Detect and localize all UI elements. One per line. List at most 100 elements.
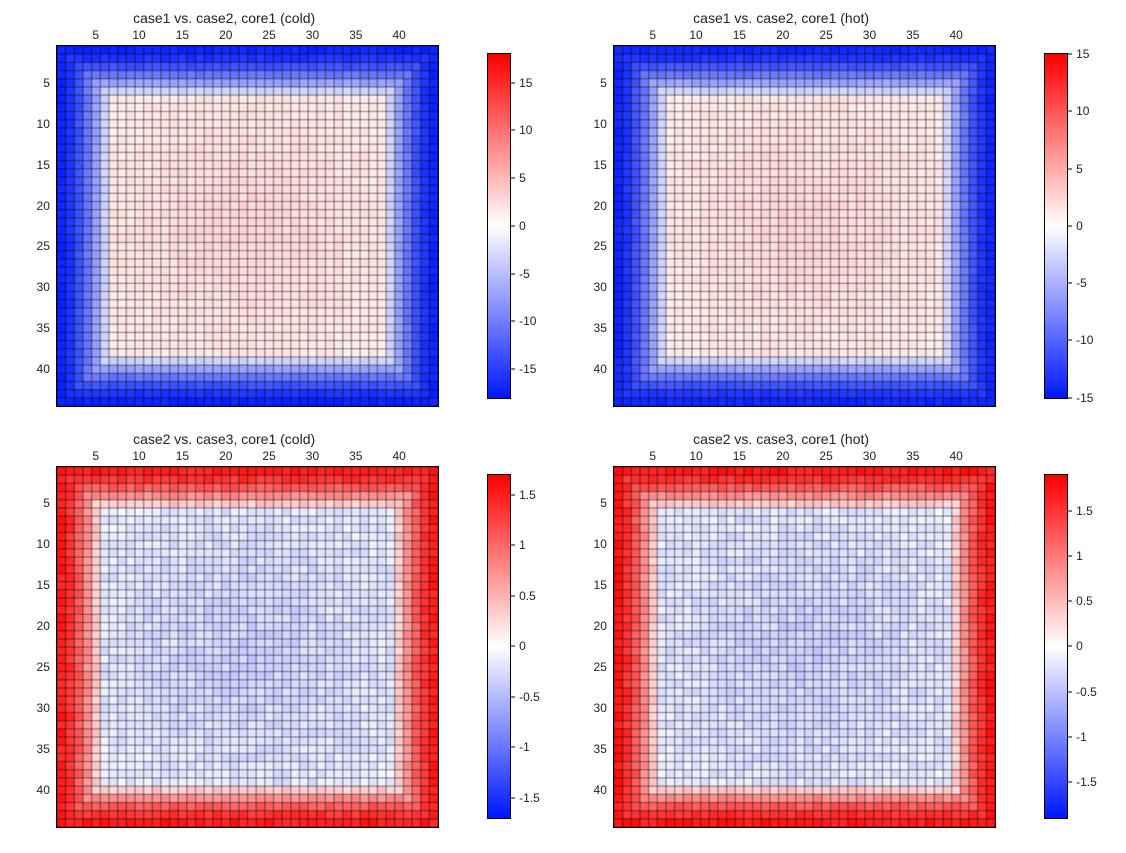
- colorbar-tick-mark: [511, 273, 515, 274]
- y-tick-label: 15: [563, 578, 607, 592]
- x-axis-ticks: 510152025303540: [614, 28, 996, 44]
- colorbar-tick-mark: [1068, 646, 1072, 647]
- x-tick-label: 30: [863, 449, 876, 463]
- y-tick-label: 35: [6, 742, 50, 756]
- colorbar-tick-label: -0.5: [519, 690, 540, 704]
- x-tick-label: 25: [819, 449, 832, 463]
- y-tick-label: 20: [563, 199, 607, 213]
- colorbar-tick-mark: [1068, 555, 1072, 556]
- y-tick-label: 15: [563, 158, 607, 172]
- colorbar-tick-mark: [511, 82, 515, 83]
- colorbar-tick-mark: [511, 646, 515, 647]
- colorbar-tick-label: 1.5: [1076, 504, 1093, 518]
- panel-top-right: case1 vs. case2, core1 (hot)510152025303…: [567, 10, 1116, 423]
- colorbar: [488, 54, 510, 398]
- y-tick-label: 25: [6, 660, 50, 674]
- y-tick-label: 40: [6, 783, 50, 797]
- y-axis-ticks: 510152025303540: [10, 467, 54, 827]
- colorbar-tick-label: -5: [519, 267, 530, 281]
- y-tick-label: 20: [563, 619, 607, 633]
- colorbar-tick-label: -10: [519, 314, 536, 328]
- colorbar-tick-mark: [511, 178, 515, 179]
- panel-title: case1 vs. case2, core1 (cold): [10, 10, 438, 26]
- colorbar-tick-label: 0.5: [519, 589, 536, 603]
- colorbar-canvas: [488, 54, 510, 398]
- colorbar-tick-mark: [511, 798, 515, 799]
- panel-title: case2 vs. case3, core1 (cold): [10, 431, 438, 447]
- x-tick-label: 35: [349, 449, 362, 463]
- y-tick-label: 5: [563, 76, 607, 90]
- y-tick-label: 10: [563, 117, 607, 131]
- panel-bottom-left: case2 vs. case3, core1 (cold) 51015202530…: [10, 431, 559, 844]
- colorbar-tick-label: -1: [519, 740, 530, 754]
- colorbar-ticks: 151050-5-10-15: [1072, 54, 1116, 398]
- colorbar-tick-label: -15: [519, 362, 536, 376]
- colorbar-tick-label: 1: [519, 538, 526, 552]
- colorbar-tick-mark: [1068, 397, 1072, 398]
- y-tick-label: 25: [563, 660, 607, 674]
- x-tick-label: 35: [906, 28, 919, 42]
- y-tick-label: 5: [6, 496, 50, 510]
- panel-title: case2 vs. case3, core1 (hot): [567, 431, 995, 447]
- colorbar-tick-label: 0: [519, 219, 526, 233]
- x-tick-label: 15: [176, 449, 189, 463]
- x-tick-label: 20: [776, 28, 789, 42]
- x-tick-label: 35: [349, 28, 362, 42]
- y-tick-label: 35: [563, 321, 607, 335]
- x-tick-label: 25: [262, 449, 275, 463]
- colorbar-tick-label: 1.5: [519, 488, 536, 502]
- colorbar-tick-label: 0: [1076, 639, 1083, 653]
- colorbar-tick-mark: [1068, 283, 1072, 284]
- x-tick-label: 20: [219, 28, 232, 42]
- colorbar-tick-label: 15: [519, 76, 532, 90]
- colorbar-ticks: 1.510.50-0.5-1-1.5: [1072, 475, 1116, 819]
- panel-top-left: case1 vs. case2, core1 (cold) 51015202530…: [10, 10, 559, 423]
- x-tick-label: 30: [863, 28, 876, 42]
- x-tick-label: 40: [949, 449, 962, 463]
- colorbar-tick-label: 0: [1076, 219, 1083, 233]
- x-tick-label: 25: [262, 28, 275, 42]
- colorbar-tick-label: 10: [519, 123, 532, 137]
- x-tick-label: 25: [819, 28, 832, 42]
- heatmap-canvas: [57, 46, 439, 406]
- colorbar: [1045, 54, 1067, 398]
- x-tick-label: 30: [306, 449, 319, 463]
- x-axis-ticks: 510152025303540: [57, 449, 439, 465]
- y-tick-label: 5: [6, 76, 50, 90]
- y-tick-label: 20: [6, 199, 50, 213]
- y-tick-label: 5: [563, 496, 607, 510]
- y-axis-ticks: 510152025303540: [567, 467, 611, 827]
- colorbar-tick-mark: [1068, 168, 1072, 169]
- y-tick-label: 10: [563, 537, 607, 551]
- colorbar-tick-label: -5: [1076, 276, 1087, 290]
- y-axis-ticks: 510152025303540: [567, 46, 611, 406]
- colorbar-tick-label: 0.5: [1076, 594, 1093, 608]
- x-tick-label: 10: [689, 449, 702, 463]
- colorbar-tick-mark: [1068, 340, 1072, 341]
- colorbar-tick-mark: [511, 747, 515, 748]
- x-tick-label: 10: [132, 28, 145, 42]
- y-tick-label: 30: [563, 701, 607, 715]
- colorbar-tick-label: 1: [1076, 549, 1083, 563]
- y-tick-label: 40: [563, 362, 607, 376]
- colorbar-tick-mark: [511, 545, 515, 546]
- colorbar: [488, 475, 510, 819]
- colorbar-tick-mark: [1068, 510, 1072, 511]
- colorbar-tick-mark: [1068, 782, 1072, 783]
- colorbar-tick-mark: [1068, 601, 1072, 602]
- x-tick-label: 35: [906, 449, 919, 463]
- colorbar-tick-mark: [1068, 691, 1072, 692]
- colorbar-tick-label: 10: [1076, 104, 1089, 118]
- colorbar-tick-mark: [511, 321, 515, 322]
- y-axis-ticks: 510152025303540: [10, 46, 54, 406]
- colorbar-ticks: 151050-5-10-15: [515, 54, 559, 398]
- heatmap: [57, 46, 439, 406]
- heatmap: [614, 46, 996, 406]
- x-tick-label: 40: [949, 28, 962, 42]
- y-tick-label: 30: [6, 280, 50, 294]
- colorbar-tick-label: -10: [1076, 333, 1093, 347]
- y-tick-label: 30: [6, 701, 50, 715]
- colorbar-tick-mark: [511, 696, 515, 697]
- x-tick-label: 40: [392, 449, 405, 463]
- colorbar-tick-label: -1.5: [1076, 775, 1097, 789]
